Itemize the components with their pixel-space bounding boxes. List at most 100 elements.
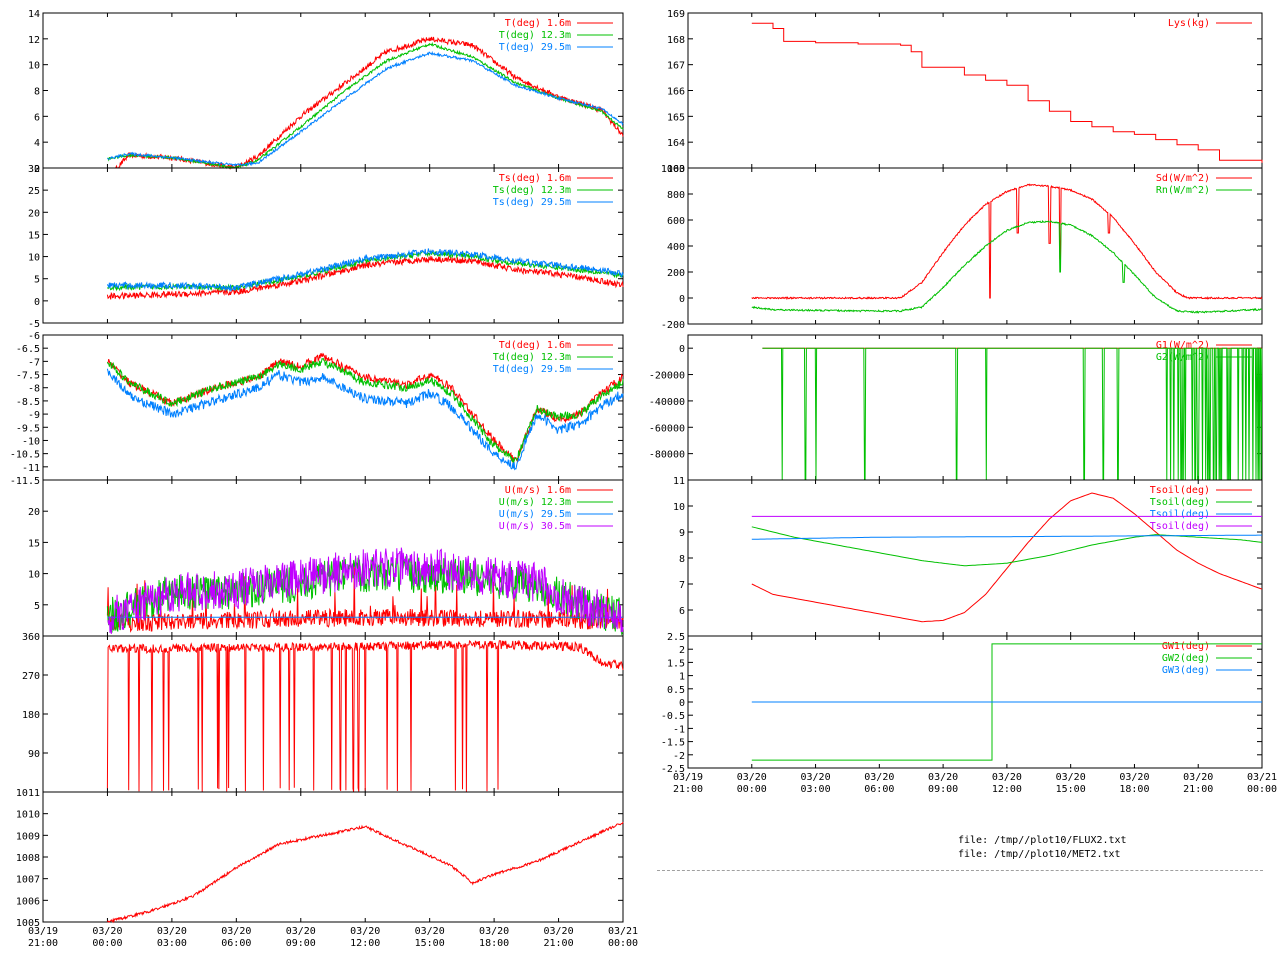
x-tick-date: 03/20	[479, 926, 509, 937]
y-tick-label: -20000	[649, 371, 685, 382]
legend-label: G2(W/m^2)	[1156, 352, 1210, 363]
series-line	[762, 347, 1263, 481]
y-tick-label: 1009	[16, 831, 40, 842]
y-tick-label: 400	[667, 242, 685, 253]
legend-label: Tsoil(deg)	[1150, 497, 1210, 508]
y-tick-label: -2.5	[661, 764, 685, 775]
y-tick-label: 10	[28, 570, 40, 581]
panel-wind-speed: 5 10 15 20 U(m/s) 1.6mU(m/s) 12.3mU(m/s) 29.…	[28, 479, 624, 637]
series-line	[106, 821, 624, 924]
x-tick-time: 00:00	[92, 938, 122, 949]
legend-label: Ts(deg) 12.3m	[493, 185, 571, 196]
panel-frame	[687, 12, 1263, 169]
legend-label: U(m/s) 29.5m	[499, 509, 571, 520]
x-tick-date: 03/21	[608, 926, 638, 937]
y-tick-label: 2	[679, 645, 685, 656]
y-tick-label: 200	[667, 268, 685, 279]
legend-label: GW2(deg)	[1162, 653, 1210, 664]
x-tick-date: 03/20	[801, 772, 831, 783]
y-tick-label: -10.5	[10, 450, 40, 461]
y-tick-label: 20	[28, 208, 40, 219]
series-line	[107, 547, 624, 635]
y-tick-label: -7.5	[16, 371, 40, 382]
y-tick-label: 1007	[16, 875, 40, 886]
y-tick-label: 600	[667, 216, 685, 227]
y-tick-label: 8	[679, 554, 685, 565]
y-tick-label: -0.5	[661, 711, 685, 722]
legend-label: G1(W/m^2)	[1156, 340, 1210, 351]
y-tick-label: 1.5	[667, 658, 685, 669]
y-tick-label: 90	[28, 749, 40, 760]
legend-label: Sd(W/m^2)	[1156, 173, 1210, 184]
panel-ground-water: -2.5 -2 -1.5 -1 -0.5 0 0.5 1 1.5 2 2.5 GW1(deg)GW2(…	[661, 632, 1263, 775]
series-line	[751, 526, 1263, 567]
x-tick-date: 03/21	[1247, 772, 1277, 783]
divider-line	[657, 870, 1263, 871]
file-name-flux: file: /tmp//plot10/FLUX2.txt	[958, 835, 1127, 846]
series-line	[106, 368, 624, 471]
panel-radiation: -200 0 200 400 600 800 1000 Sd(W/m^2)Rn(W/m^2)	[661, 164, 1263, 331]
x-tick-time: 21:00	[1183, 784, 1213, 795]
y-tick-label: 11	[673, 476, 685, 487]
panel-frame	[42, 167, 624, 324]
panel-frame	[42, 791, 624, 923]
file-name-met: file: /tmp//plot10/MET2.txt	[958, 849, 1121, 860]
y-tick-label: -200	[661, 320, 685, 331]
series-line	[751, 492, 1263, 623]
y-tick-label: 168	[667, 35, 685, 46]
x-tick-time: 00:00	[608, 938, 638, 949]
y-tick-label: 165	[667, 112, 685, 123]
series-line	[106, 567, 624, 633]
y-tick-label: -80000	[649, 450, 685, 461]
x-tick-date: 03/20	[350, 926, 380, 937]
legend-label: T(deg) 12.3m	[499, 30, 571, 41]
legend-label: GW1(deg)	[1162, 641, 1210, 652]
y-tick-label: -10	[22, 436, 40, 447]
panel-soil-temperature: 67891011Tsoil(deg)Tsoil(deg)Tsoil(deg)Ts…	[673, 476, 1263, 637]
legend-label: Td(deg) 1.6m	[499, 340, 571, 351]
x-tick-date: 03/19	[673, 772, 703, 783]
x-tick-date: 03/19	[28, 926, 58, 937]
y-tick-label: 2	[34, 164, 40, 175]
y-tick-label: 30	[28, 164, 40, 175]
legend-label: T(deg) 1.6m	[505, 18, 571, 29]
y-tick-label: 1006	[16, 896, 40, 907]
y-tick-label: -8.5	[16, 397, 40, 408]
y-tick-label: 0	[679, 344, 685, 355]
y-tick-label: -6.5	[16, 344, 40, 355]
y-tick-label: 6	[34, 112, 40, 123]
series-line	[106, 639, 624, 792]
x-tick-date: 03/20	[1183, 772, 1213, 783]
legend-label: Rn(W/m^2)	[1156, 185, 1210, 196]
y-tick-label: 8	[34, 87, 40, 98]
y-tick-label: 167	[667, 61, 685, 72]
file-list: file: /tmp//plot10/FLUX2.txt file: /tmp/…	[958, 834, 1127, 862]
x-tick-date: 03/20	[157, 926, 187, 937]
y-tick-label: 164	[667, 138, 685, 149]
x-tick-time: 03:00	[801, 784, 831, 795]
x-tick-date: 03/20	[544, 926, 574, 937]
x-tick-time: 18:00	[479, 938, 509, 949]
y-tick-label: -1.5	[661, 738, 685, 749]
x-tick-date: 03/20	[415, 926, 445, 937]
y-tick-label: -9.5	[16, 423, 40, 434]
panel-wind-direction: 90 180 270 360	[22, 632, 624, 793]
legend-label: Tsoil(deg)	[1150, 521, 1210, 532]
legend-label: Ts(deg) 1.6m	[499, 173, 571, 184]
x-tick-date: 03/20	[737, 772, 767, 783]
y-tick-label: 0	[679, 294, 685, 305]
y-tick-label: 7	[679, 580, 685, 591]
y-tick-label: -1	[673, 724, 685, 735]
y-tick-label: 15	[28, 230, 40, 241]
x-tick-date: 03/20	[1119, 772, 1149, 783]
y-tick-label: 14	[28, 9, 40, 20]
y-tick-label: 20	[28, 507, 40, 518]
y-tick-label: 4	[34, 138, 40, 149]
series-line	[106, 255, 624, 300]
right-time-axis: 03/1921:0003/2000:0003/2003:0003/2006:00…	[673, 772, 1277, 795]
y-tick-label: 1008	[16, 853, 40, 864]
panel-snow-weight: 163 164 165 166 167 168 169 Lys(kg)	[667, 9, 1263, 175]
series-line	[106, 248, 624, 293]
y-tick-label: 169	[667, 9, 685, 20]
